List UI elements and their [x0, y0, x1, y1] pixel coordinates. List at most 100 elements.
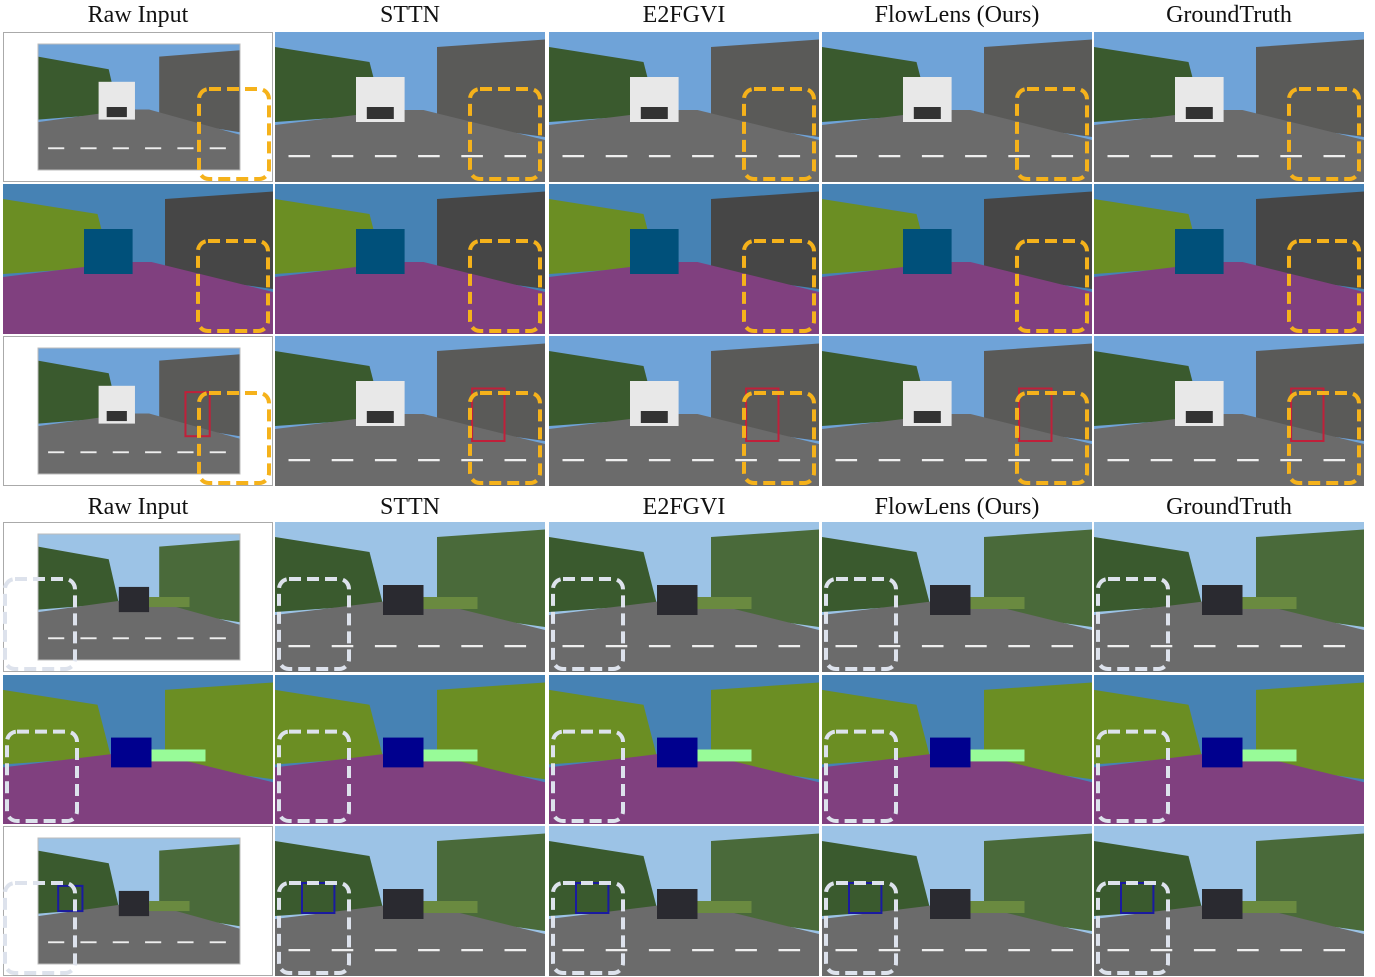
image-cell: [275, 675, 545, 824]
lane-mark: [735, 949, 757, 952]
road: [1094, 752, 1364, 824]
image-cell: [549, 826, 819, 976]
highlight-box: [742, 87, 816, 181]
car: [118, 586, 150, 613]
bus-front: [1185, 107, 1213, 119]
grass: [697, 749, 752, 762]
lane-mark: [648, 155, 671, 158]
highlight-box: [824, 729, 898, 824]
lane-mark: [735, 155, 757, 158]
highlight-box: [468, 87, 542, 181]
image-cell: [822, 184, 1092, 334]
lane-mark: [288, 155, 311, 158]
lane-mark: [965, 155, 987, 158]
lane-mark: [288, 949, 311, 952]
lane-mark: [1107, 645, 1130, 648]
bus-front: [640, 259, 668, 271]
lane-mark: [1150, 155, 1173, 158]
lane-mark: [48, 147, 65, 150]
trees: [275, 537, 383, 612]
road: [275, 262, 545, 334]
road: [3, 262, 273, 334]
lane-mark: [145, 451, 162, 454]
car: [657, 737, 698, 768]
lane-mark: [177, 451, 194, 454]
lane-mark: [418, 645, 440, 648]
highlight-box: [742, 239, 816, 333]
lane-mark: [835, 949, 858, 952]
lane-mark: [504, 645, 527, 648]
image-cell: [1094, 826, 1364, 976]
grass: [1242, 749, 1297, 762]
highlight-box: [468, 391, 542, 485]
lane-mark: [1323, 949, 1346, 952]
image-cell: [3, 522, 273, 672]
image-border: [37, 43, 241, 171]
lane-mark: [1051, 949, 1074, 952]
bus-front: [94, 259, 122, 271]
lane-mark: [835, 645, 858, 648]
lane-mark: [1280, 155, 1302, 158]
highlight-box: [3, 881, 77, 975]
trees: [1094, 689, 1202, 765]
lane-mark: [562, 949, 585, 952]
trees: [275, 689, 383, 765]
lane-mark: [1323, 645, 1346, 648]
image-cell: [822, 522, 1092, 672]
image-cell: [3, 32, 273, 182]
lane-mark: [735, 459, 757, 462]
lane-mark: [605, 155, 628, 158]
bus-front: [106, 107, 127, 118]
road: [3, 752, 273, 824]
car: [1202, 737, 1243, 768]
lane-mark: [778, 645, 801, 648]
lane-mark: [648, 949, 671, 952]
car: [383, 585, 424, 615]
bus-front: [1185, 259, 1213, 271]
lane-mark: [374, 949, 397, 952]
highlight-box: [277, 577, 351, 671]
lane-mark: [921, 155, 944, 158]
lane-mark: [418, 459, 440, 462]
lane-mark: [1193, 949, 1216, 952]
lane-mark: [878, 949, 901, 952]
highlight-box: [277, 729, 351, 824]
lane-mark: [778, 155, 801, 158]
image-cell: [549, 184, 819, 334]
lane-mark: [1150, 949, 1173, 952]
lane-mark: [692, 459, 714, 462]
lane-mark: [1237, 949, 1259, 952]
road: [822, 752, 1092, 824]
lane-mark: [177, 637, 194, 640]
lane-mark: [605, 949, 628, 952]
car: [118, 890, 150, 917]
lane-mark: [835, 459, 858, 462]
lane-mark: [80, 941, 97, 944]
lane-mark: [835, 155, 858, 158]
lane-mark: [965, 459, 987, 462]
lane-mark: [1237, 459, 1259, 462]
image-cell: [275, 336, 545, 486]
highlight-box: [824, 577, 898, 671]
lane-mark: [1051, 459, 1074, 462]
lane-mark: [48, 941, 65, 944]
detection-box: [1290, 387, 1325, 442]
lane-mark: [145, 147, 162, 150]
lane-mark: [112, 451, 129, 454]
car: [111, 737, 152, 768]
lane-mark: [1193, 459, 1216, 462]
lane-mark: [418, 155, 440, 158]
bus-front: [366, 259, 394, 271]
lane-mark: [1051, 645, 1074, 648]
lane-mark: [112, 941, 129, 944]
trees: [3, 689, 111, 765]
lane-mark: [1008, 949, 1030, 952]
lane-mark: [209, 941, 226, 944]
image-cell: [3, 826, 273, 976]
bus-front: [106, 411, 127, 422]
grass: [151, 749, 206, 762]
lane-mark: [145, 637, 162, 640]
lane-mark: [921, 645, 944, 648]
lane-mark: [374, 645, 397, 648]
column-header: STTN: [380, 2, 440, 28]
